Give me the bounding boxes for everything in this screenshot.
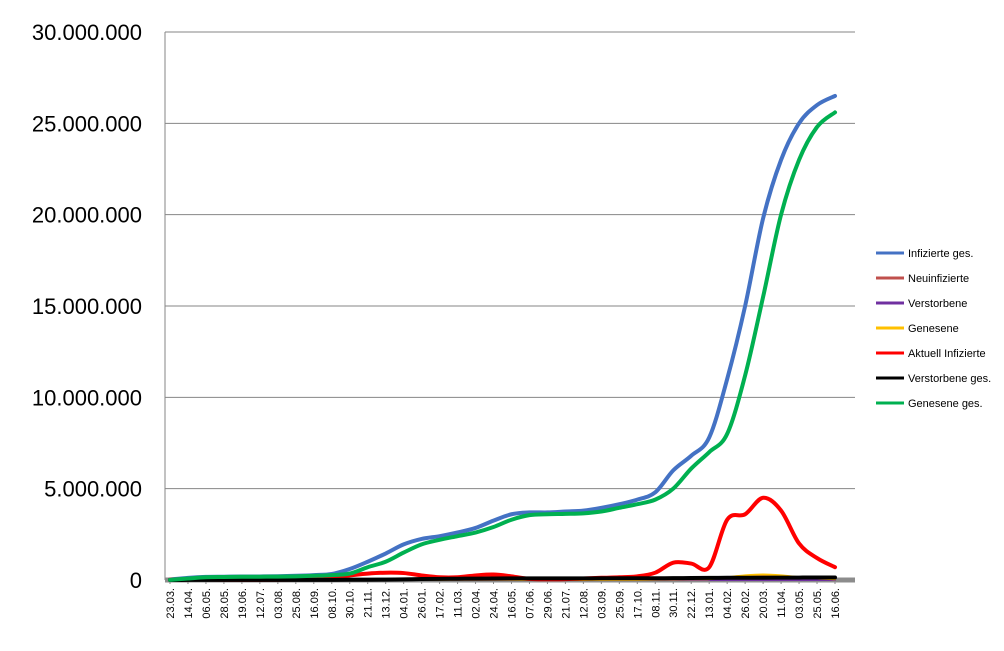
y-tick-label: 10.000.000 [32,385,142,410]
gridlines [165,31,855,490]
x-tick-label: 23.03. [165,588,177,619]
x-tick-label: 29.06. [542,588,554,619]
x-tick-label: 08.10. [327,588,339,619]
x-tick-label: 12.08. [578,588,590,619]
x-tick-label: 25.09. [614,588,626,619]
legend-label: Genesene [908,323,959,335]
x-axis: 23.03. 14.04. 06.05. 28.05. 19.06. 12.07. 03.0… [165,577,855,619]
x-tick-label: 13.12. [381,588,393,619]
x-tick-label: 19.06. [237,588,249,619]
series-line-5 [168,575,837,582]
x-tick-label: 16.09. [309,588,321,619]
x-tick-label: 20.03. [758,588,770,619]
x-tick-label: 16.06. [830,588,842,619]
x-tick-label: 16.05. [506,588,518,619]
legend: Infizierte ges. Neuinfizierte Verstorbene G… [876,248,991,410]
x-tick-label: 17.02. [435,588,447,619]
x-tick-label: 07.06. [524,588,536,619]
x-tick-label: 21.11. [363,588,375,618]
x-tick-label: 03.08. [273,588,285,619]
x-tick-label: 26.02. [740,588,752,619]
x-tick-label: 21.07. [560,588,572,619]
legend-label: Aktuell Infizierte [908,348,986,360]
legend-label: Verstorbene [908,298,967,310]
x-tick-label: 03.09. [596,588,608,619]
x-tick-label: 12.07. [255,588,267,619]
x-tick-label: 26.01. [417,588,429,619]
x-tick-label: 17.10. [632,588,644,619]
series-lines [168,93,837,582]
y-tick-label: 30.000.000 [32,20,142,45]
x-tick-label: 28.05. [219,588,231,619]
legend-label: Genesene ges. [908,398,983,410]
legend-label: Neuinfizierte [908,273,969,285]
series-line-0 [168,93,837,582]
legend-label: Infizierte ges. [908,248,973,260]
x-tick-label: 30.10. [345,588,357,619]
series-line-4 [168,495,837,582]
y-tick-label: 15.000.000 [32,294,142,319]
x-tick-label: 25.08. [291,588,303,619]
x-tick-label: 02.04. [471,588,483,619]
x-tick-label: 24.04. [489,588,501,619]
x-tick-label: 08.11. [650,588,662,618]
y-tick-label: 20.000.000 [32,203,142,228]
x-tick-label: 30.11. [668,588,680,618]
x-tick-label: 03.05. [794,588,806,619]
y-tick-label: 5.000.000 [44,477,142,502]
x-tick-label: 11.04. [776,588,788,618]
x-tick-label: 13.01. [704,588,716,619]
y-axis: 0 5.000.000 10.000.000 15.000.000 20.000.000… [32,20,166,593]
series-line-6 [168,110,837,582]
x-tick-label: 04.02. [722,588,734,619]
x-tick-label: 22.12. [686,588,698,619]
y-tick-label: 0 [130,568,142,593]
x-tick-label: 06.05. [201,588,213,619]
y-tick-label: 25.000.000 [32,111,142,136]
x-tick-label: 11.03. [453,588,465,618]
legend-label: Verstorbene ges. [908,373,991,385]
x-tick-label: 04.01. [399,588,411,619]
x-tick-label: 14.04. [183,588,195,619]
x-tick-label: 25.05. [812,588,824,619]
